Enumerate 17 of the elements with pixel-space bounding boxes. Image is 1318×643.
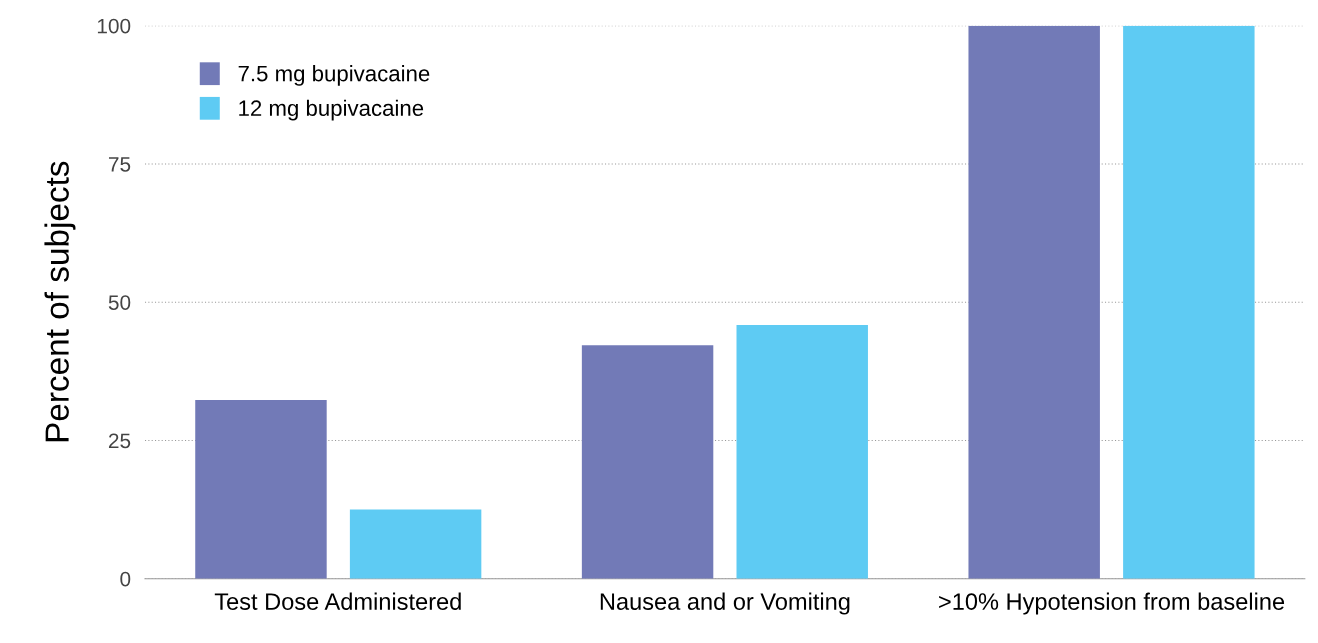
bar <box>968 25 1100 579</box>
x-tick-label: Test Dose Administered <box>214 592 461 610</box>
bar <box>349 509 482 579</box>
bar <box>581 345 714 579</box>
y-tick-label: 75 <box>108 157 131 172</box>
x-tick-label: >10% Hypotension from baseline <box>939 592 1285 615</box>
y-tick-label: 100 <box>97 18 131 34</box>
bar <box>195 400 327 579</box>
y-axis-title: Percent of subjects <box>44 161 76 442</box>
legend-label: 12 mg bupivacaine <box>239 99 424 121</box>
bar <box>736 324 868 579</box>
bar <box>1123 25 1255 579</box>
legend-label: 7.5 mg bupivacaine <box>238 65 430 86</box>
y-tick-label: 50 <box>108 295 131 310</box>
y-tick-label: 0 <box>120 571 131 587</box>
x-tick-label: Nausea and or Vomiting <box>600 592 850 615</box>
y-tick-label: 25 <box>108 433 131 449</box>
